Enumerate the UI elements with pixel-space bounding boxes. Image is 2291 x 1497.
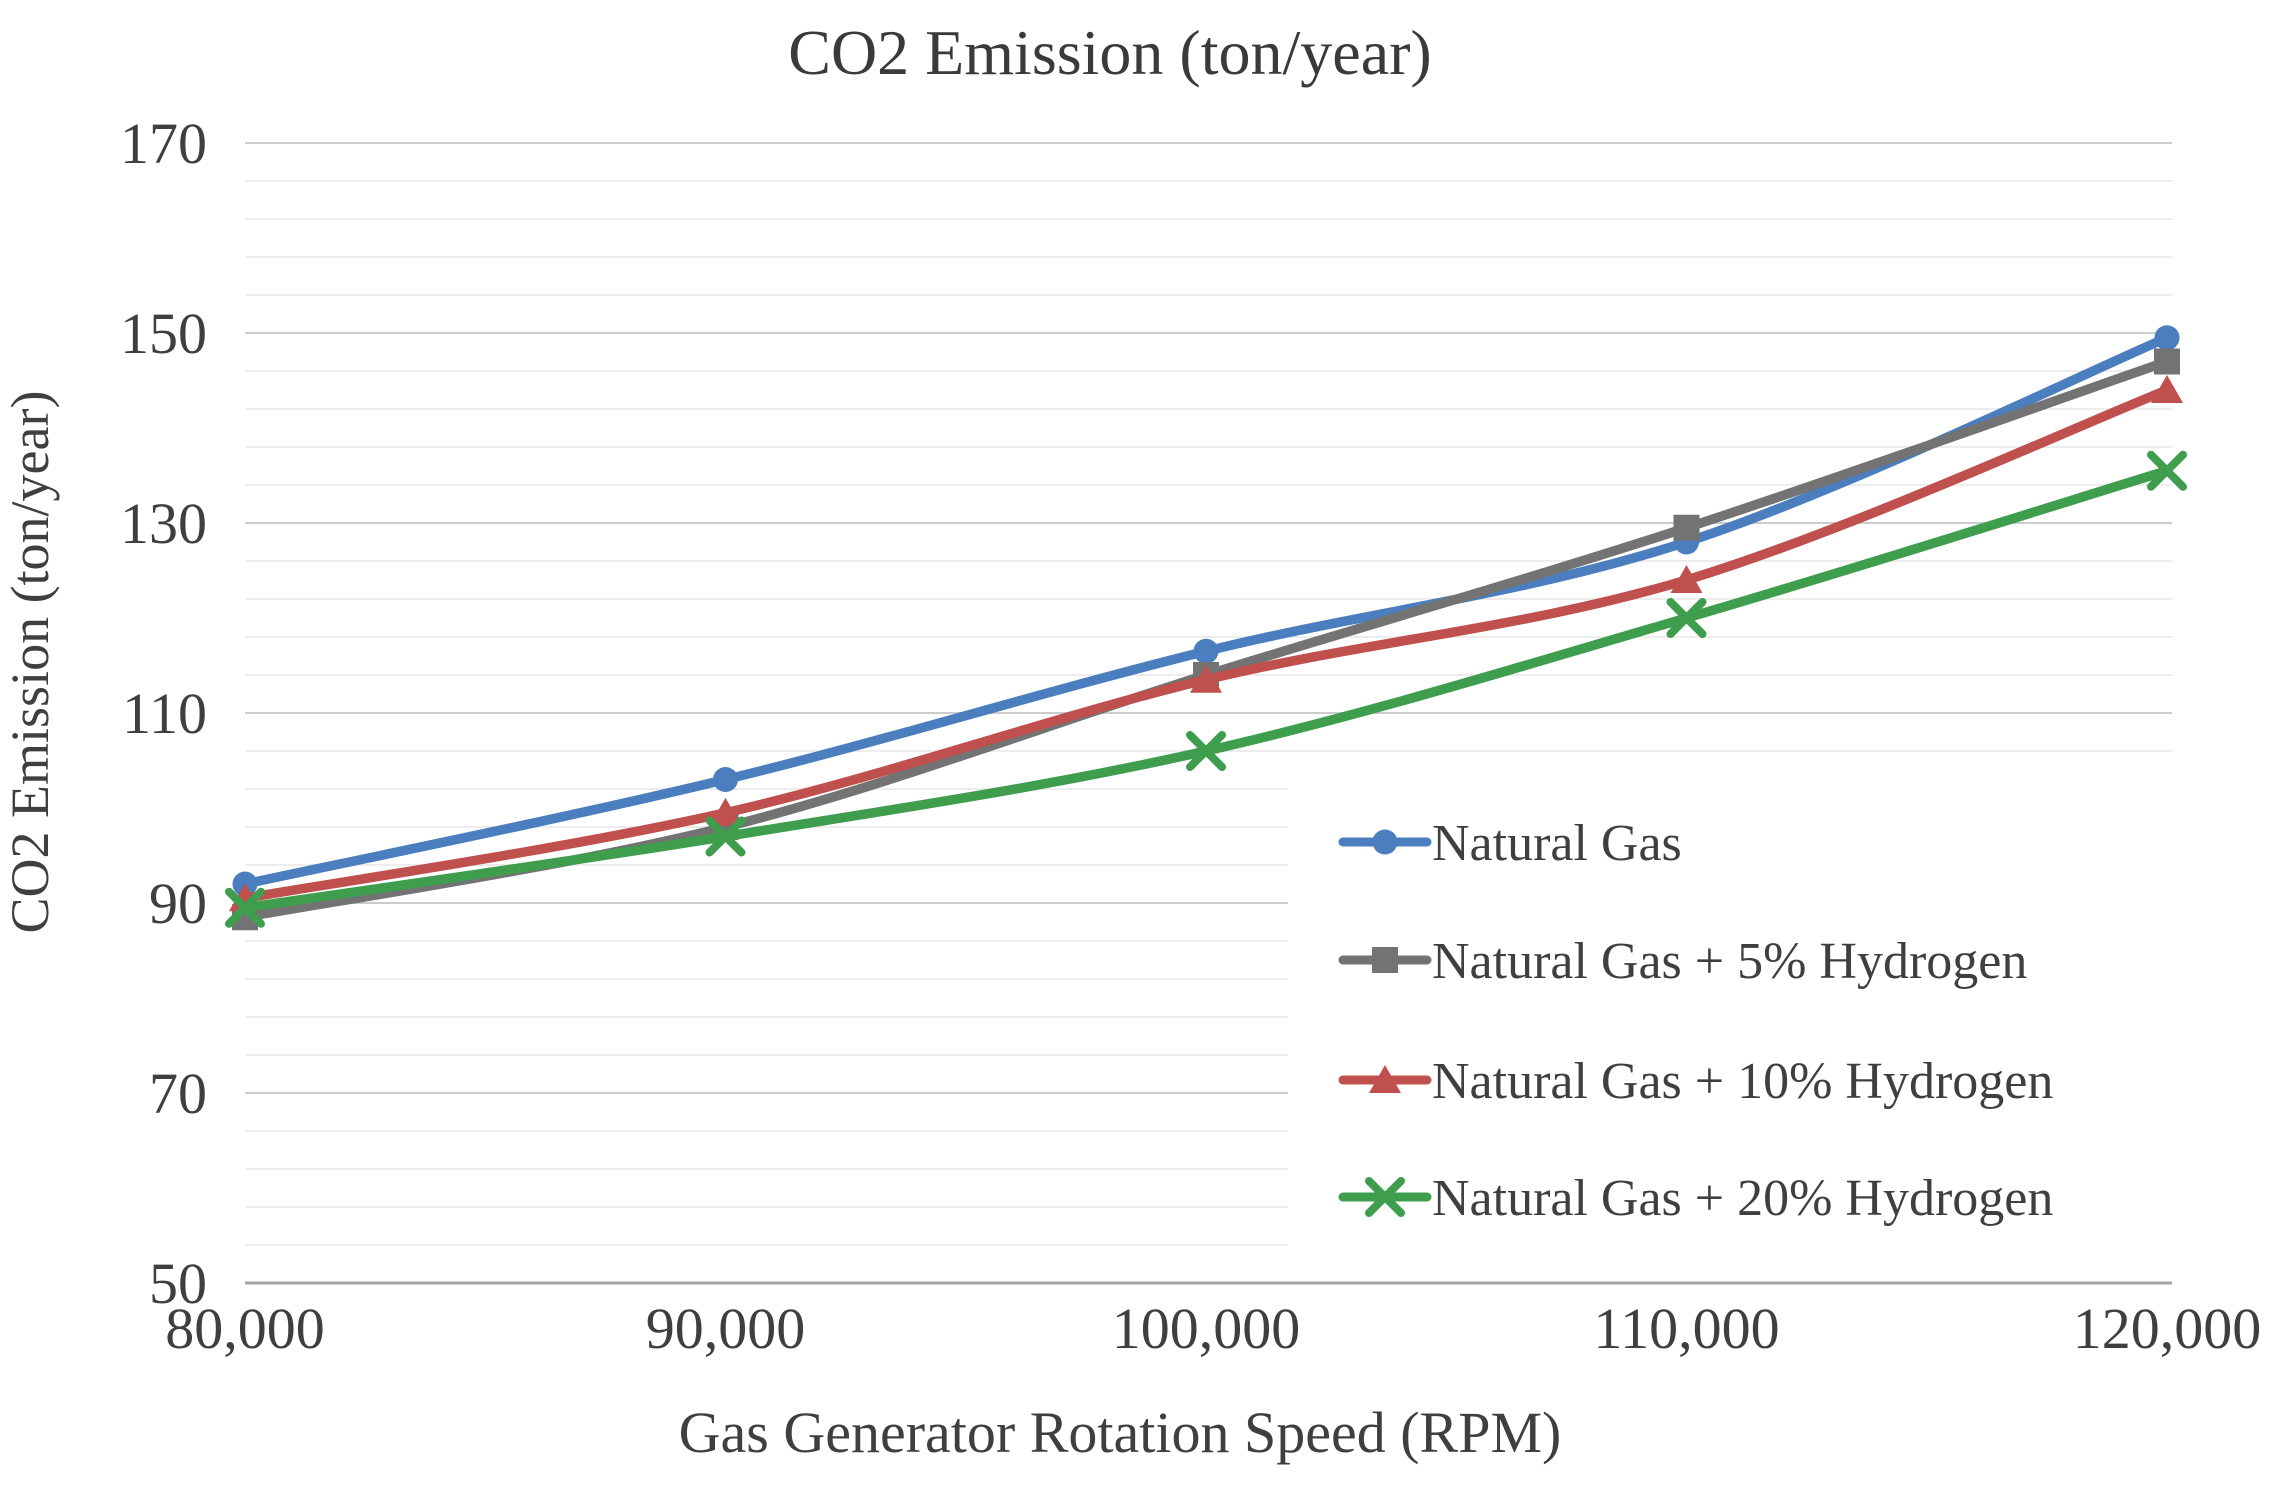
legend: Natural Gas Natural Gas + 5% Hydrogen Natu… bbox=[1338, 815, 2053, 1227]
y-tick-label: 130 bbox=[120, 491, 207, 556]
legend-label: Natural Gas + 5% Hydrogen bbox=[1432, 933, 2027, 990]
triangle-marker bbox=[709, 797, 742, 826]
circle-marker bbox=[713, 767, 738, 792]
y-tick-label: 70 bbox=[149, 1061, 207, 1126]
triangle-marker bbox=[1369, 1065, 1401, 1093]
circle-marker bbox=[1193, 638, 1219, 664]
legend-item: Natural Gas + 10% Hydrogen bbox=[1338, 1053, 2053, 1110]
legend-label: Natural Gas + 10% Hydrogen bbox=[1432, 1053, 2053, 1110]
y-tick-label: 90 bbox=[149, 871, 207, 936]
circle-marker bbox=[2154, 325, 2180, 351]
legend-label: Natural Gas bbox=[1432, 815, 1682, 872]
chart-title: CO2 Emission (ton/year) bbox=[788, 17, 1431, 88]
x-axis-tick-labels: 80,000 90,000 100,000 110,000 120,000 bbox=[165, 1296, 2261, 1361]
triangle-marker bbox=[2151, 375, 2183, 403]
x-marker bbox=[705, 816, 746, 857]
x-marker bbox=[1666, 598, 1707, 638]
legend-background bbox=[1288, 786, 2222, 1258]
y-axis-tick-labels: 50 70 90 110 130 150 170 bbox=[120, 111, 207, 1316]
y-tick-label: 110 bbox=[122, 681, 207, 746]
x-tick-label: 110,000 bbox=[1593, 1296, 1779, 1361]
legend-item: Natural Gas + 5% Hydrogen bbox=[1338, 933, 2027, 990]
x-tick-label: 100,000 bbox=[1112, 1296, 1301, 1361]
legend-item: Natural Gas bbox=[1338, 815, 1682, 872]
x-axis-title: Gas Generator Rotation Speed (RPM) bbox=[679, 1400, 1562, 1465]
x-marker bbox=[2147, 450, 2187, 491]
x-marker bbox=[1186, 731, 1226, 771]
legend-item: Natural Gas + 20% Hydrogen bbox=[1338, 1170, 2053, 1227]
legend-backdrop bbox=[1288, 786, 2222, 1258]
x-tick-label: 90,000 bbox=[646, 1296, 806, 1361]
square-marker bbox=[2154, 348, 2180, 375]
x-marker bbox=[1365, 1177, 1405, 1217]
circle-marker bbox=[1372, 829, 1398, 855]
triangle-marker bbox=[1670, 565, 1703, 593]
x-tick-label: 80,000 bbox=[165, 1296, 325, 1361]
x-tick-label: 120,000 bbox=[2073, 1296, 2262, 1361]
x-marker bbox=[225, 887, 265, 928]
data-series bbox=[225, 325, 2187, 931]
y-tick-label: 150 bbox=[120, 301, 207, 366]
triangle-marker bbox=[1190, 664, 1222, 693]
legend-label: Natural Gas + 20% Hydrogen bbox=[1432, 1170, 2053, 1227]
y-tick-label: 170 bbox=[120, 111, 207, 176]
y-axis-title: CO2 Emission (ton/year) bbox=[0, 391, 60, 934]
square-marker bbox=[1673, 514, 1700, 541]
y-tick-label: 50 bbox=[149, 1251, 207, 1316]
square-marker bbox=[1372, 947, 1398, 973]
